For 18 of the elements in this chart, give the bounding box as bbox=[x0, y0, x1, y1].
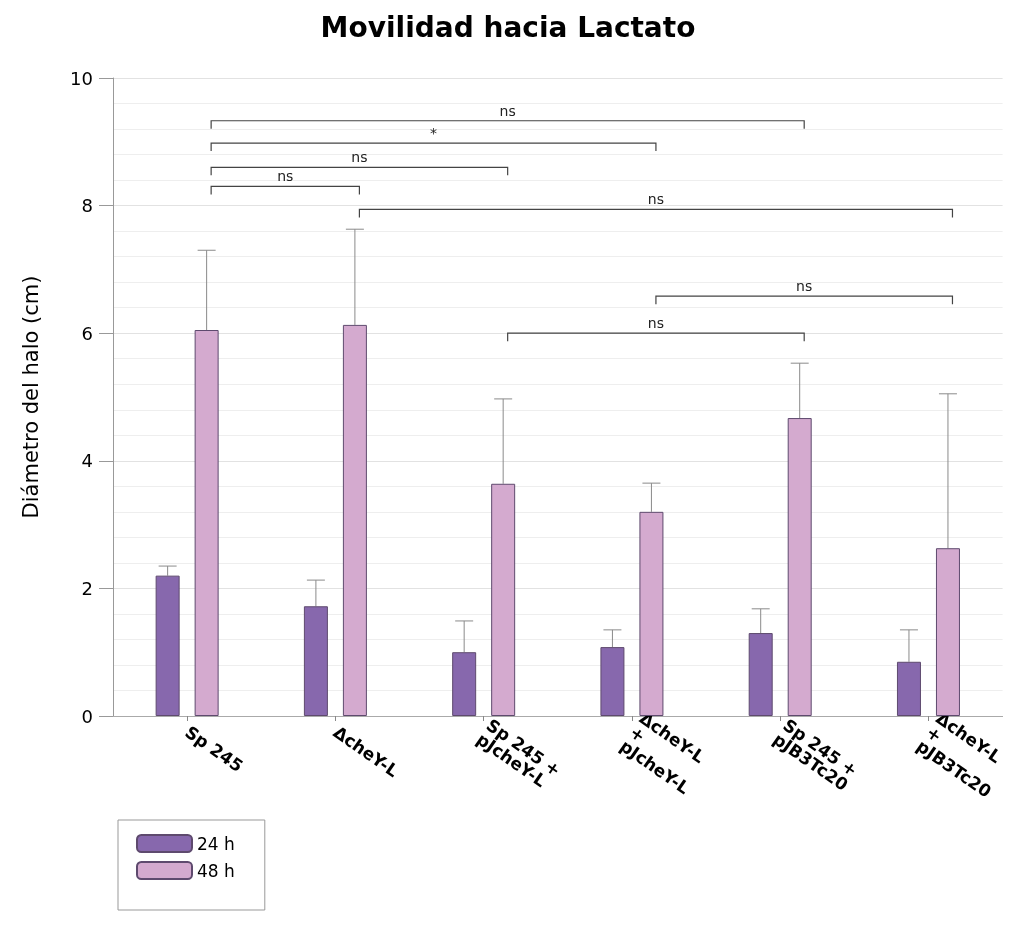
annotation: ns bbox=[277, 168, 294, 185]
y-tick-label: 8 bbox=[81, 195, 93, 217]
y-tick-label: 2 bbox=[81, 577, 93, 599]
annotation: ns bbox=[796, 278, 813, 295]
chart-title: Movilidad hacia Lactato bbox=[320, 10, 696, 44]
legend-label: 48 h bbox=[197, 860, 235, 881]
y-tick-label: 4 bbox=[81, 450, 93, 472]
legend-label: 24 h bbox=[197, 833, 235, 854]
annotation: ns bbox=[499, 102, 516, 119]
annotation: ns bbox=[351, 149, 368, 166]
y-axis-title: Diámetro del halo (cm) bbox=[18, 275, 43, 519]
annotation: ns bbox=[647, 315, 665, 332]
y-tick-label: 0 bbox=[81, 705, 93, 727]
x-tick-label: Sp 245 bbox=[181, 721, 247, 776]
annotation: ns bbox=[647, 191, 665, 208]
annotation: * bbox=[430, 125, 438, 142]
y-tick-label: 10 bbox=[70, 67, 93, 89]
y-tick-label: 6 bbox=[81, 322, 93, 344]
